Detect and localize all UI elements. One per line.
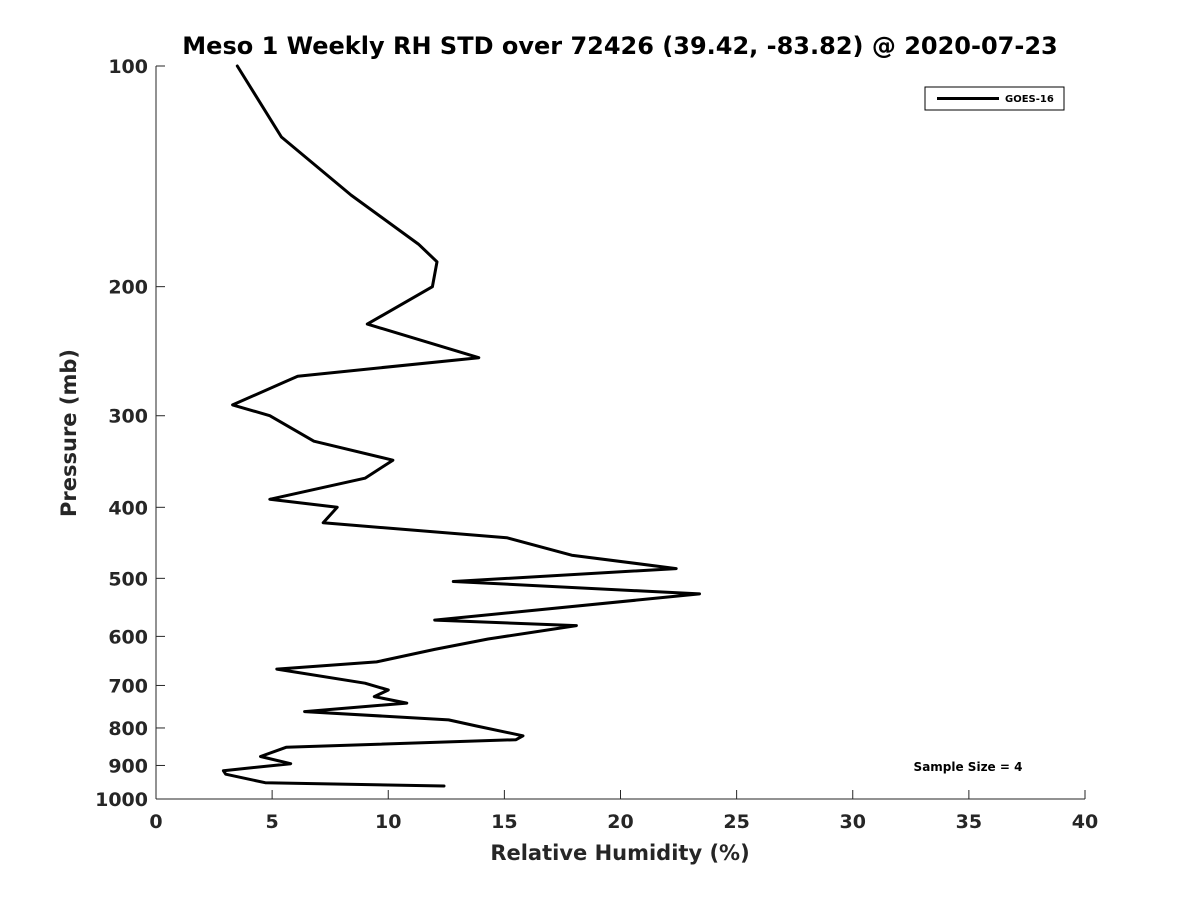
y-tick-label: 600	[108, 626, 148, 648]
x-tick-label: 25	[723, 811, 749, 833]
series-layer	[221, 64, 701, 788]
y-tick-label: 1000	[95, 789, 148, 811]
x-axis-label: Relative Humidity (%)	[490, 841, 749, 865]
y-tick-label: 100	[108, 56, 148, 78]
legend: GOES-16	[924, 86, 1065, 111]
x-tick-label: 10	[375, 811, 401, 833]
x-tick-label: 20	[607, 811, 633, 833]
x-tick-label: 40	[1072, 811, 1098, 833]
y-tick-label: 900	[108, 755, 148, 777]
x-axis-ticks: 0 5 10 15 20 25 30 35 40	[149, 790, 1098, 833]
y-tick-label: 500	[108, 568, 148, 590]
y-tick-label: 800	[108, 718, 148, 740]
chart-title: Meso 1 Weekly RH STD over 72426 (39.42, …	[182, 32, 1057, 60]
x-tick-label: 5	[266, 811, 279, 833]
x-tick-label: 35	[956, 811, 982, 833]
x-tick-label: 30	[840, 811, 866, 833]
series-line-goes-16	[221, 64, 701, 788]
x-tick-label: 0	[149, 811, 162, 833]
y-axis-label: Pressure (mb)	[57, 349, 81, 517]
y-axis-ticks: 100 200 300 400 500 600 700 800 900 1000	[95, 56, 165, 811]
sample-size-annotation: Sample Size = 4	[914, 760, 1023, 774]
legend-entry-label: GOES-16	[1005, 94, 1054, 105]
y-tick-label: 400	[108, 497, 148, 519]
x-tick-label: 15	[491, 811, 517, 833]
y-tick-label: 300	[108, 406, 148, 428]
y-tick-label: 200	[108, 277, 148, 299]
plot-area	[155, 66, 1085, 800]
y-tick-label: 700	[108, 675, 148, 697]
